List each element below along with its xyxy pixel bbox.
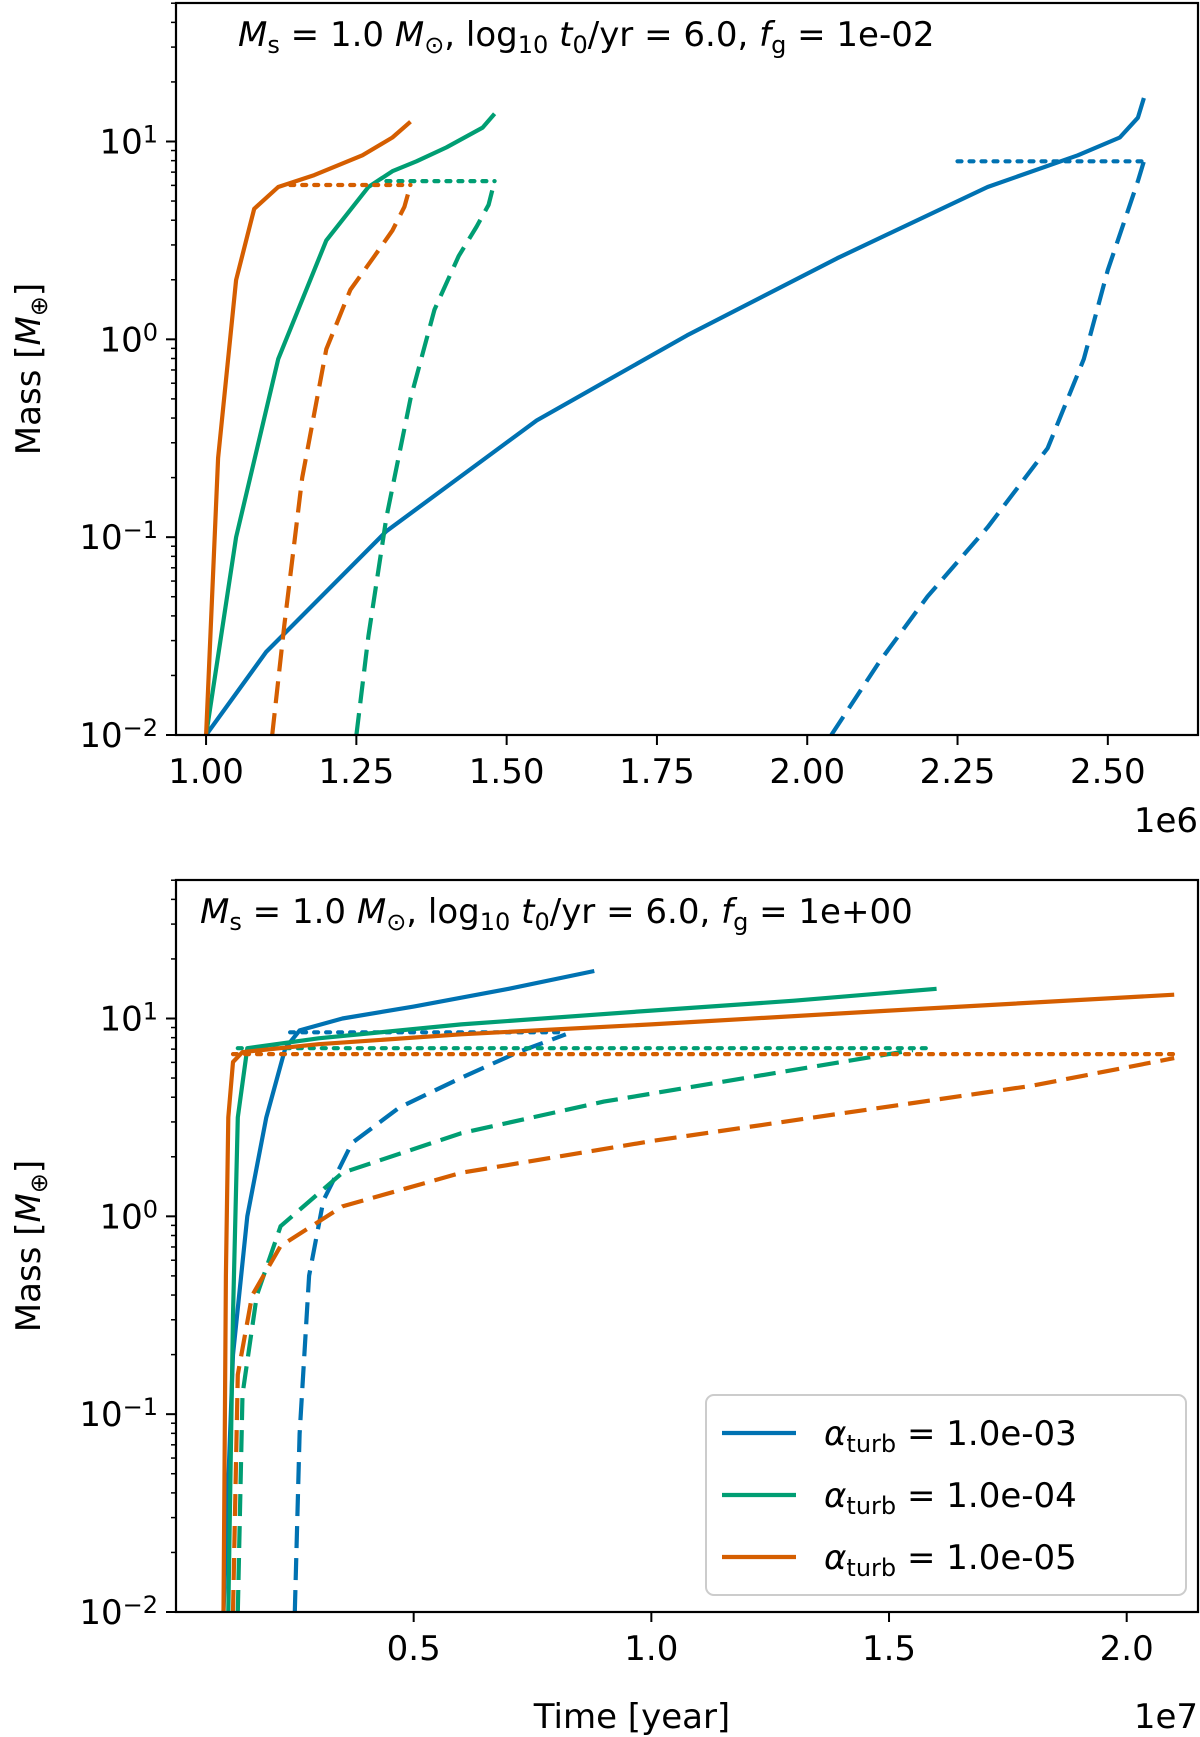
series-line-dashed bbox=[292, 1032, 567, 1612]
legend-label: αturb = 1.0e-05 bbox=[824, 1538, 1077, 1582]
x-tick-label: 1.50 bbox=[469, 752, 545, 792]
x-tick-label: 1.00 bbox=[168, 752, 244, 792]
series-lines bbox=[204, 97, 1147, 735]
series-lines bbox=[221, 968, 1177, 1612]
legend-label: αturb = 1.0e-04 bbox=[824, 1476, 1077, 1520]
x-tick-label: 0.5 bbox=[387, 1629, 441, 1669]
series-line-dashed bbox=[235, 1048, 914, 1612]
series-line-solid bbox=[204, 120, 412, 735]
x-tick-label: 2.25 bbox=[920, 752, 996, 792]
y-tick-label: 101 bbox=[99, 998, 158, 1040]
x-tick-label: 2.50 bbox=[1070, 752, 1146, 792]
x-tick-label: 1.5 bbox=[862, 1629, 916, 1669]
x-tick-label: 1.25 bbox=[319, 752, 395, 792]
x-tick-label: 2.00 bbox=[769, 752, 845, 792]
top-panel: 1.00 1.25 1.50 1.75 2.00 2.25 2.50 10−2 10−1 100 1… bbox=[9, 1, 1200, 841]
series-line-dashed bbox=[270, 184, 413, 735]
legend-label: αturb = 1.0e-03 bbox=[824, 1414, 1077, 1458]
y-tick-label: 10−1 bbox=[79, 516, 158, 558]
series-line-dashed bbox=[230, 1056, 1175, 1612]
series-line-dashed bbox=[354, 180, 497, 735]
y-axis-label: Mass [M⊕] bbox=[9, 1160, 53, 1332]
series-line-solid bbox=[221, 968, 595, 1612]
x-offset-text: 1e7 bbox=[1134, 1697, 1198, 1737]
axes-frame bbox=[174, 1, 1200, 737]
axes-frame bbox=[174, 878, 1200, 1614]
y-tick-label: 101 bbox=[99, 121, 158, 163]
bottom-panel: 0.5 1.0 1.5 2.0 10−2 10−1 100 101 Mass [M⊕] Ms = … bbox=[9, 878, 1200, 1737]
panel-title: Ms = 1.0 M⊙, log10 t0/yr = 6.0, fg = 1e+… bbox=[200, 892, 913, 936]
y-axis-label: Mass [M⊕] bbox=[9, 283, 53, 455]
panel-title: Ms = 1.0 M⊙, log10 t0/yr = 6.0, fg = 1e-… bbox=[238, 15, 935, 59]
legend-box bbox=[705, 1394, 1187, 1596]
x-axis-label: Time [year] bbox=[533, 1697, 730, 1737]
series-line-solid bbox=[204, 97, 1146, 735]
series-line-solid bbox=[204, 112, 497, 735]
y-tick-label: 100 bbox=[99, 1196, 158, 1238]
series-line-solid bbox=[226, 986, 937, 1612]
x-offset-text: 1e6 bbox=[1134, 801, 1198, 841]
x-tick-label: 2.0 bbox=[1100, 1629, 1154, 1669]
legend: αturb = 1.0e-03 αturb = 1.0e-04 αturb = 1.… bbox=[705, 1394, 1187, 1596]
y-tick-label: 10−2 bbox=[79, 1591, 158, 1633]
x-tick-label: 1.0 bbox=[624, 1629, 678, 1669]
series-line-solid bbox=[221, 992, 1175, 1612]
series-line-dashed bbox=[829, 160, 1146, 735]
y-tick-label: 10−2 bbox=[79, 714, 158, 756]
y-tick-label: 10−1 bbox=[79, 1393, 158, 1435]
y-tick-label: 100 bbox=[99, 319, 158, 361]
x-tick-label: 1.75 bbox=[619, 752, 695, 792]
